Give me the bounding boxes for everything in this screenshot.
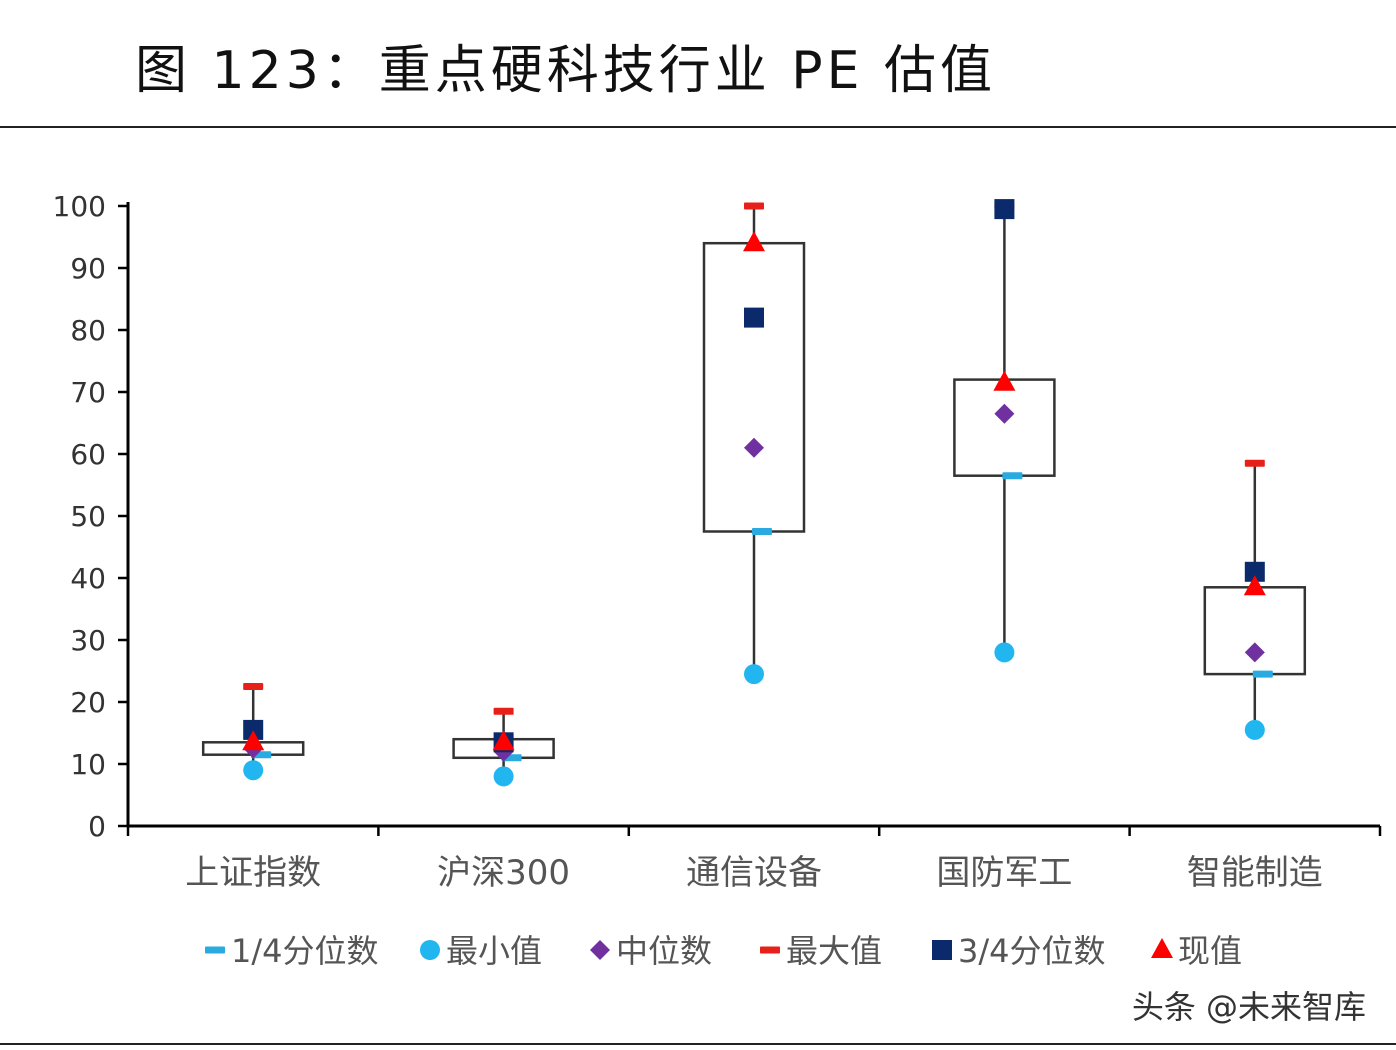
min-marker [493,766,514,787]
y-tick-label: 90 [70,252,106,285]
max-marker [1244,459,1265,467]
q3-marker [243,719,264,740]
x-tick-label: 智能制造 [1187,853,1323,893]
y-tick-label: 60 [70,438,106,471]
median-marker [994,403,1015,424]
x-tick-label: 沪深300 [437,853,570,893]
legend-q3-marker [932,940,952,960]
min-marker [744,664,764,685]
q3-marker [1244,561,1265,582]
median-marker [744,437,764,458]
legend-label: 1/4分位数 [231,932,379,970]
y-tick-label: 20 [70,686,106,719]
max-marker [243,683,264,690]
legend-max-marker [760,946,780,954]
bottom-divider [0,1043,1396,1045]
q3-marker [994,199,1015,220]
q1-marker [1252,670,1273,678]
legend-label: 3/4分位数 [958,932,1106,970]
q3-marker [744,307,764,328]
box-rect [702,241,806,533]
legend-label: 现值 [1178,932,1242,970]
median-marker [1244,642,1265,663]
y-tick-label: 100 [53,190,106,223]
min-marker [994,642,1015,663]
page-title: 图 123：重点硬科技行业 PE 估值 [135,41,997,101]
min-marker [1244,719,1265,740]
current-marker [743,231,765,252]
legend-label: 最小值 [446,932,542,970]
current-marker [993,370,1016,391]
box-rect [1203,586,1307,676]
q1-marker [1002,472,1023,480]
chart-panel: 0 10 20 30 40 50 60 70 80 90 100 上证指数 沪深300 通信设备 国防军工 智… [10,150,1396,1005]
y-tick-label: 80 [70,314,106,347]
box-plot-chart: 0 10 20 30 40 50 60 70 80 90 100 上证指数 沪深300 通信设备 国防军工 智… [53,190,1382,970]
y-tick-label: 50 [70,500,106,533]
watermark: 头条 @未来智库 [1131,988,1366,1026]
min-marker [243,760,264,781]
box-rect [953,378,1056,477]
q1-marker [752,528,772,535]
max-marker [493,707,514,715]
legend-current-marker [1151,938,1173,958]
legend-median-marker [590,940,610,960]
y-tick-label: 40 [70,562,106,595]
current-marker [1243,575,1266,596]
legend-label: 最大值 [786,932,882,970]
y-tick-label: 30 [70,624,106,657]
legend-label: 中位数 [616,932,712,970]
y-tick-label: 0 [88,810,106,843]
y-tick-label: 10 [70,748,106,781]
legend-min-marker [420,940,440,960]
max-marker [744,202,764,210]
legend-q1-marker [205,946,225,954]
x-tick-label: 通信设备 [686,853,822,893]
x-tick-label: 国防军工 [936,853,1072,893]
current-marker [492,730,515,751]
current-marker [242,730,265,751]
y-tick-label: 70 [70,376,106,409]
title-divider [0,126,1396,128]
x-tick-label: 上证指数 [185,853,321,893]
